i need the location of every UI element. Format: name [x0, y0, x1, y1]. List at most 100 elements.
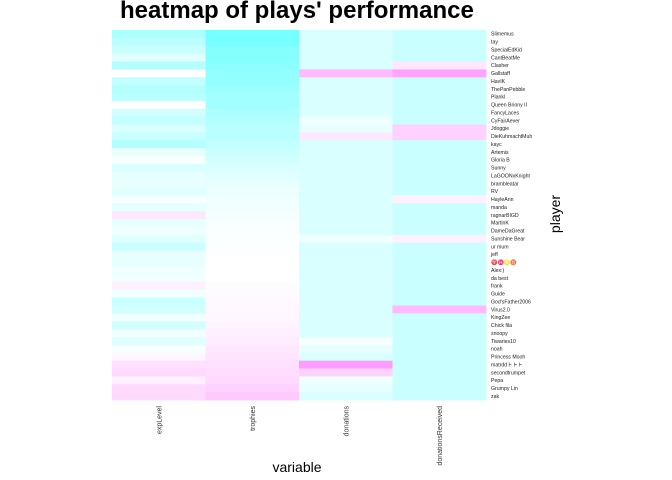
heatmap-cell — [299, 392, 393, 401]
heatmap-cell — [392, 132, 487, 141]
heatmap-cell — [112, 116, 206, 125]
player-tick-label: Queen Briony II — [491, 103, 527, 109]
heatmap-cell — [299, 321, 393, 330]
heatmap-cell — [112, 289, 206, 299]
heatmap-cell — [112, 85, 206, 94]
player-tick-label: SpecialEdKid — [491, 47, 522, 53]
heatmap-cell — [392, 258, 487, 267]
variable-tick-label: donations — [343, 406, 350, 437]
heatmap-cell — [205, 195, 300, 204]
heatmap-cell — [205, 360, 300, 369]
player-tick-label: CantBeatMe — [491, 55, 520, 61]
heatmap-cell — [112, 242, 206, 251]
heatmap-cell — [392, 211, 487, 220]
heatmap-cell — [392, 171, 487, 180]
heatmap-cell — [112, 132, 206, 141]
heatmap-cell — [112, 218, 206, 228]
heatmap-cell — [205, 321, 300, 330]
heatmap-cell — [205, 242, 300, 251]
heatmap-cell — [112, 329, 206, 338]
y-axis-label: player — [547, 195, 563, 233]
heatmap-cell — [112, 148, 206, 157]
heatmap-cell — [205, 211, 300, 220]
heatmap-cell — [112, 226, 206, 236]
heatmap-cell — [392, 242, 487, 251]
heatmap-cell — [112, 195, 206, 204]
heatmap-cell — [205, 124, 300, 133]
heatmap-cell — [392, 163, 487, 173]
player-tick-label: Artemis — [491, 150, 509, 156]
heatmap-cell — [112, 258, 206, 267]
player-tick-label: Guide — [491, 292, 505, 298]
heatmap-cell — [112, 155, 206, 165]
heatmap-cell — [299, 360, 393, 369]
player-tick-label: HavIK — [491, 79, 506, 85]
heatmap-cell — [299, 297, 393, 306]
heatmap-cell — [299, 258, 393, 267]
player-tick-label: frank — [491, 284, 503, 290]
heatmap-cell — [112, 360, 206, 369]
heatmap-cell — [205, 163, 300, 173]
heatmap-cell — [392, 274, 487, 283]
heatmap-cell — [205, 266, 300, 275]
player-tick-label: jeff — [490, 252, 498, 258]
heatmap-cell — [112, 92, 206, 102]
heatmap-cells — [112, 30, 487, 401]
heatmap-cell — [112, 171, 206, 180]
player-tick-label: manda — [491, 205, 507, 211]
player-tick-label: zak — [491, 394, 499, 400]
heatmap-cell — [112, 203, 206, 212]
player-tick-label: Alex:) — [491, 268, 505, 274]
player-tick-label: MartinK — [491, 221, 509, 227]
heatmap-cell — [112, 337, 206, 346]
heatmap-cell — [392, 100, 487, 110]
heatmap-cell — [299, 132, 393, 141]
heatmap-cell — [112, 392, 206, 401]
player-tick-label: Gallstaff — [491, 71, 510, 77]
heatmap-cell — [112, 368, 206, 377]
heatmap-cell — [299, 37, 393, 47]
heatmap-cell — [392, 140, 487, 149]
heatmap-cell — [392, 77, 487, 86]
heatmap-cell — [392, 297, 487, 306]
heatmap-cell — [392, 30, 487, 39]
heatmap-cell — [205, 132, 300, 141]
heatmap-cell — [299, 250, 393, 259]
heatmap-cell — [299, 274, 393, 283]
heatmap-cell — [205, 45, 300, 55]
player-tick-label: ur mum — [491, 244, 509, 250]
heatmap-cell — [299, 305, 393, 314]
player-tick-label: brambleatar — [491, 181, 519, 187]
player-tick-label: matrddトトト — [491, 362, 523, 368]
heatmap-cell — [299, 344, 393, 354]
player-tick-label: Sunshine Bear — [491, 236, 525, 242]
heatmap-cell — [299, 281, 393, 291]
player-tick-label: CyFairAever — [491, 118, 520, 124]
heatmap-cell — [205, 69, 300, 78]
heatmap-cell — [299, 171, 393, 180]
heatmap-cell — [112, 211, 206, 220]
heatmap-cell — [205, 384, 300, 393]
heatmap-cell — [205, 100, 300, 110]
heatmap-cell — [205, 250, 300, 259]
heatmap-cell — [205, 92, 300, 102]
heatmap-cell — [205, 116, 300, 125]
heatmap-cell — [392, 226, 487, 236]
heatmap-cell — [392, 329, 487, 338]
player-tick-label: Chick fila — [491, 323, 512, 329]
heatmap-cell — [112, 274, 206, 283]
heatmap-cell — [392, 53, 487, 62]
player-tick-label: God'sFather2006 — [491, 299, 531, 305]
heatmap-cell — [205, 218, 300, 228]
heatmap-cell — [205, 171, 300, 180]
heatmap-cell — [205, 203, 300, 212]
heatmap-cell — [299, 108, 393, 117]
heatmap-cell — [299, 179, 393, 188]
heatmap-cell — [299, 266, 393, 275]
heatmap-cell — [112, 53, 206, 62]
heatmap-cell — [392, 61, 487, 70]
heatmap-cell — [112, 250, 206, 259]
heatmap-cell — [299, 352, 393, 362]
heatmap-cell — [392, 313, 487, 322]
